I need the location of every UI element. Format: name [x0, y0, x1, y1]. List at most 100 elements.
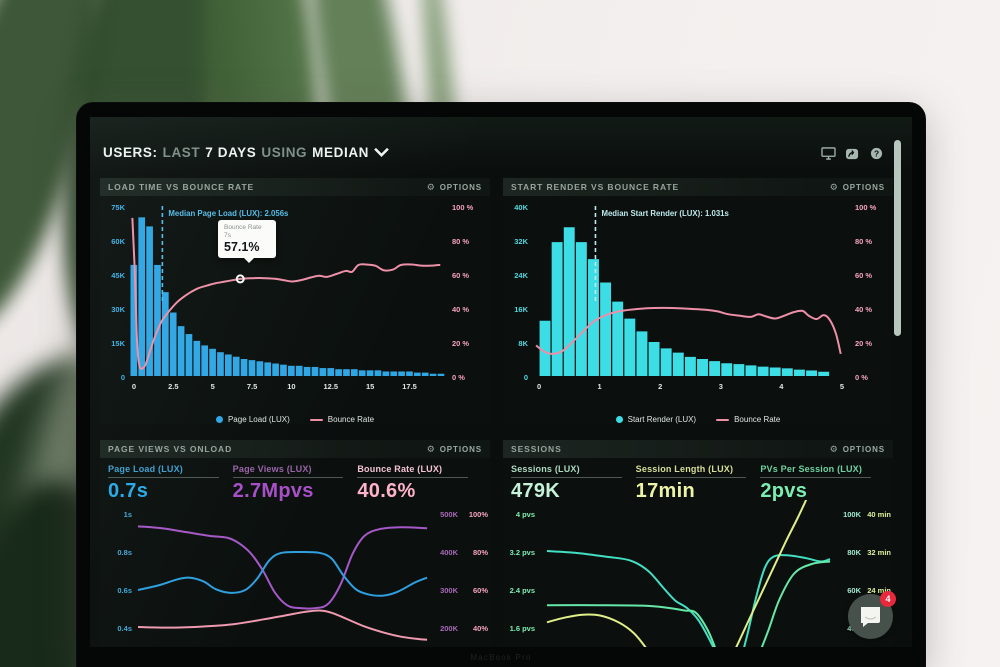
histogram-bar — [781, 368, 793, 376]
histogram-bar — [327, 368, 335, 376]
histogram-bar — [240, 359, 248, 376]
svg-text:40 min: 40 min — [867, 510, 891, 519]
svg-text:80%: 80% — [473, 548, 488, 557]
svg-text:8K: 8K — [518, 339, 528, 348]
histogram-bar — [660, 348, 672, 376]
page-views-line-chart[interactable]: 1s 0.8s 0.6s 0.4s 500K 100% 400K 80% 300K 60% 200K… — [100, 500, 490, 647]
svg-text:1.6 pvs: 1.6 pvs — [510, 624, 535, 633]
options-button[interactable]: ⚙ OPTIONS — [829, 443, 885, 454]
histogram-bar — [169, 312, 177, 376]
svg-text:0: 0 — [121, 373, 125, 382]
histogram-bar — [406, 371, 413, 376]
options-button[interactable]: ⚙ OPTIONS — [426, 181, 482, 192]
panel-title: PAGE VIEWS VS ONLOAD — [108, 444, 233, 454]
histogram-bar — [209, 348, 216, 376]
histogram-bar — [185, 334, 193, 376]
title-users: USERS: — [103, 145, 158, 160]
tooltip-anchor-dot — [235, 274, 245, 284]
histogram-bar — [709, 361, 721, 376]
histogram-bar — [684, 356, 696, 376]
histogram-bar — [130, 264, 138, 376]
monitor-icon[interactable] — [821, 147, 836, 160]
svg-text:?: ? — [874, 148, 879, 158]
load-time-histogram-chart[interactable]: 75K 60K 45K 30K 15K 0 100 % 80 % 60 % 40 % 20 % 0 %… — [100, 196, 490, 410]
legend-item-page-load[interactable]: Page Load (LUX) — [215, 415, 290, 424]
histogram-bar — [366, 370, 374, 376]
svg-text:400K: 400K — [440, 548, 459, 557]
panel-title: LOAD TIME VS BOUNCE RATE — [108, 182, 255, 192]
gear-icon: ⚙ — [426, 181, 436, 192]
histogram-bar — [721, 363, 733, 376]
histogram-bar — [225, 354, 232, 376]
metric-sessions: Sessions (LUX) 479K — [511, 464, 636, 502]
histogram-bar — [264, 362, 272, 376]
median-annotation: Median Page Load (LUX): 2.056s — [168, 209, 289, 218]
histogram-bar — [624, 318, 636, 376]
gear-icon: ⚙ — [426, 443, 436, 454]
chat-bubble-icon — [861, 607, 880, 627]
panel-sessions: SESSIONS ⚙ OPTIONS Sessions (LUX) 479K Se… — [503, 440, 893, 647]
legend-item-start-render[interactable]: Start Render (LUX) — [615, 415, 696, 424]
panel-title: SESSIONS — [511, 444, 562, 454]
histogram-bar — [217, 352, 224, 376]
svg-text:5: 5 — [211, 382, 215, 391]
svg-text:100 %: 100 % — [452, 203, 474, 212]
series-line-page-views — [137, 525, 428, 610]
svg-text:15: 15 — [366, 382, 374, 391]
svg-text:10: 10 — [287, 382, 295, 391]
options-button[interactable]: ⚙ OPTIONS — [426, 443, 482, 454]
dashboard-screen: USERS: LAST 7 DAYS USING MEDIAN ? LOAD T… — [90, 117, 912, 647]
help-icon[interactable]: ? — [869, 147, 884, 160]
svg-text:4 pvs: 4 pvs — [516, 510, 535, 519]
histogram-bar — [138, 217, 146, 376]
svg-text:80K: 80K — [847, 548, 861, 557]
svg-text:40K: 40K — [514, 203, 528, 212]
histogram-bar — [414, 372, 421, 376]
histogram-bar — [757, 366, 769, 376]
median-annotation: Median Start Render (LUX): 1.031s — [601, 209, 729, 218]
histogram-bar — [563, 227, 575, 376]
histogram-bar — [745, 365, 757, 376]
svg-text:40%: 40% — [473, 624, 488, 633]
legend-item-bounce-rate[interactable]: Bounce Rate — [716, 415, 780, 424]
histogram-bar — [575, 242, 587, 376]
title-using: USING — [261, 145, 308, 160]
legend-item-bounce-rate[interactable]: Bounce Rate — [309, 415, 374, 424]
histogram-bar — [146, 226, 153, 376]
histogram-bar — [429, 373, 437, 376]
svg-text:32 min: 32 min — [867, 548, 891, 557]
series-line-bounce-rate — [137, 609, 428, 641]
svg-text:3.2 pvs: 3.2 pvs — [510, 548, 535, 557]
histogram-bar — [672, 352, 684, 376]
metric-page-views: Page Views (LUX) 2.7Mpvs — [232, 464, 358, 502]
title-aggregation: MEDIAN — [312, 145, 370, 160]
gear-icon: ⚙ — [829, 443, 839, 454]
start-render-histogram-chart[interactable]: 40K 32K 24K 16K 8K 0 100 % 80 % 60 % 40 % 20 % 0 % 0… — [503, 196, 893, 410]
histogram-bar — [201, 345, 209, 376]
svg-text:75K: 75K — [111, 203, 125, 212]
svg-text:16K: 16K — [514, 305, 528, 314]
svg-text:15K: 15K — [111, 339, 125, 348]
histogram-bar — [358, 370, 366, 376]
share-icon[interactable] — [845, 147, 860, 160]
histogram-bar — [232, 356, 240, 376]
sessions-line-chart[interactable]: 4 pvs 3.2 pvs 2.4 pvs 1.6 pvs 100K 40 min 80K 3… — [503, 499, 893, 647]
histogram-bar — [806, 370, 818, 376]
svg-text:2.5: 2.5 — [168, 382, 178, 391]
svg-text:100 %: 100 % — [855, 203, 877, 212]
panel-start-render-vs-bounce-rate: START RENDER VS BOUNCE RATE ⚙ OPTIONS 40K… — [503, 178, 893, 424]
histogram-bar — [612, 301, 624, 376]
options-button[interactable]: ⚙ OPTIONS — [829, 181, 885, 192]
users-range-selector[interactable]: USERS: LAST 7 DAYS USING MEDIAN — [103, 145, 389, 160]
chat-widget-button[interactable]: 4 — [848, 591, 896, 639]
svg-text:300K: 300K — [440, 586, 459, 595]
svg-text:0 %: 0 % — [855, 373, 868, 382]
svg-text:0: 0 — [537, 382, 541, 391]
svg-text:45K: 45K — [111, 271, 125, 280]
svg-text:24K: 24K — [514, 271, 528, 280]
histogram-bar — [303, 366, 311, 376]
svg-text:7.5: 7.5 — [247, 382, 257, 391]
vertical-scrollbar[interactable] — [894, 140, 901, 336]
histogram-bar — [154, 264, 161, 376]
